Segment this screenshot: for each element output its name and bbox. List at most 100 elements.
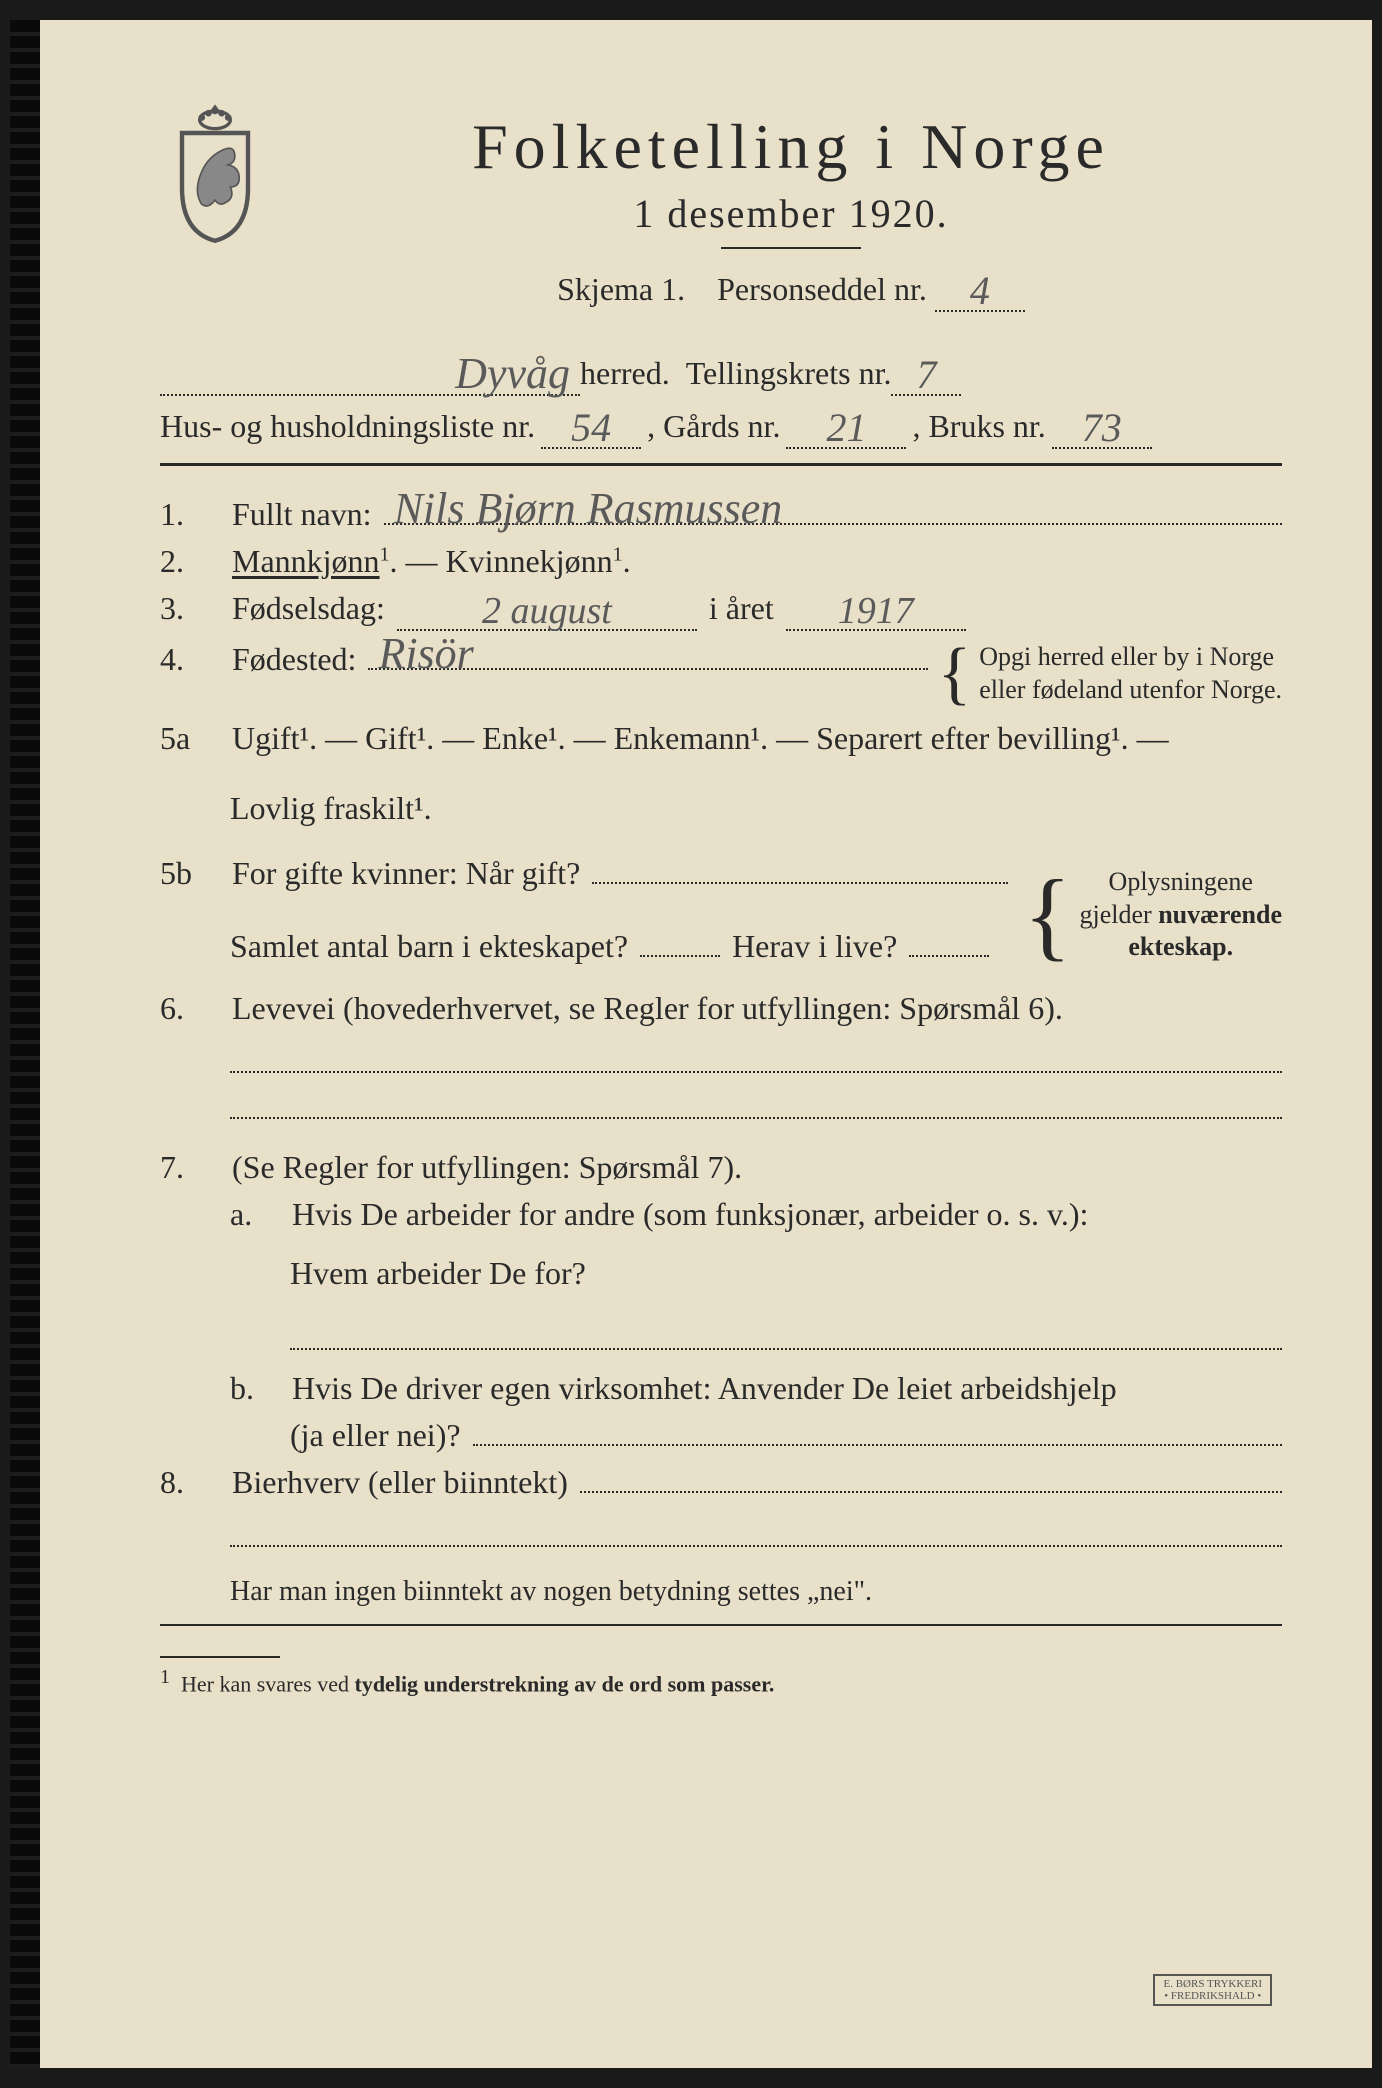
q5b-l2a-field (640, 953, 720, 957)
footnote-num: 1 (160, 1666, 170, 1688)
hus-nr: 54 (571, 410, 611, 446)
q1-value: Nils Bjørn Rasmussen (394, 489, 783, 529)
q6-field-2 (230, 1091, 1282, 1119)
q3-year: 1917 (838, 594, 914, 628)
q5b-note-1: Oplysningene (1080, 866, 1282, 899)
q6: 6. Levevei (hovederhvervet, se Regler fo… (160, 990, 1282, 1027)
census-form-page: Folketelling i Norge 1 desember 1920. Sk… (10, 20, 1372, 2068)
tellingskrets-field: 7 (891, 353, 961, 396)
q7a-l2: Hvem arbeider De for? (160, 1243, 1282, 1304)
gards-nr: 21 (826, 410, 866, 446)
q5a-options: Ugift¹. — Gift¹. — Enke¹. — Enkemann¹. —… (232, 706, 1169, 770)
footnote-rule (160, 1656, 280, 1658)
bruks-label: , Bruks nr. (912, 408, 1045, 445)
hus-line: Hus- og husholdningsliste nr. 54 , Gårds… (160, 406, 1282, 449)
skjema-line: Skjema 1. Personseddel nr. 4 (300, 269, 1282, 312)
coat-of-arms-icon (160, 100, 270, 248)
q7b-l2: (ja eller nei)? (290, 1417, 461, 1454)
q7: 7. (Se Regler for utfyllingen: Spørsmål … (160, 1149, 1282, 1186)
personseddel-nr: 4 (970, 273, 990, 309)
q5a-num: 5a (160, 706, 220, 770)
divider-1 (160, 463, 1282, 466)
q7b-l1: Hvis De driver egen virksomhet: Anvender… (292, 1370, 1117, 1407)
herred-name: Dyvåg (455, 354, 570, 394)
footnote: 1 Her kan svares ved tydelig understrekn… (160, 1666, 1282, 1697)
q2-num: 2. (160, 543, 220, 580)
subtitle: 1 desember 1920. (300, 190, 1282, 237)
title-divider (721, 247, 861, 249)
brace-icon: { (1024, 875, 1072, 955)
q7a-num: a. (230, 1196, 280, 1233)
personseddel-nr-field: 4 (935, 269, 1025, 312)
q6-text: Levevei (hovederhvervet, se Regler for u… (232, 990, 1063, 1027)
tellingskrets-nr: 7 (916, 357, 936, 393)
q5a-line2: Lovlig fraskilt¹. (160, 776, 1282, 840)
skjema-label: Skjema 1. (557, 271, 685, 307)
main-title: Folketelling i Norge (300, 110, 1282, 184)
q5b-note-text: Oplysningene gjelder nuværende ekteskap. (1080, 866, 1282, 964)
q6-field-1 (230, 1045, 1282, 1073)
herred-line: Dyvåg herred. Tellingskrets nr. 7 (160, 350, 1282, 396)
q3-day: 2 august (482, 594, 612, 628)
q7-intro: (Se Regler for utfyllingen: Spørsmål 7). (232, 1149, 742, 1186)
q3-year-field: 1917 (786, 590, 966, 631)
q7a-field (290, 1322, 1282, 1350)
q3-day-field: 2 august (397, 590, 697, 631)
bruks-nr-field: 73 (1052, 406, 1152, 449)
gards-label: , Gårds nr. (647, 408, 780, 445)
q5b: 5b For gifte kvinner: Når gift? Samlet a… (160, 840, 1282, 990)
q4: 4. Fødested: Risör { Opgi herred eller b… (160, 641, 1282, 706)
q8-num: 8. (160, 1464, 220, 1501)
gards-nr-field: 21 (786, 406, 906, 449)
tellingskrets-label: Tellingskrets nr. (686, 355, 892, 392)
q3-num: 3. (160, 590, 220, 627)
hus-label: Hus- og husholdningsliste nr. (160, 408, 535, 445)
q4-num: 4. (160, 641, 220, 678)
q6-num: 6. (160, 990, 220, 1027)
bruks-nr: 73 (1082, 410, 1122, 446)
brace-icon: { (938, 646, 972, 702)
q5b-l2a: Samlet antal barn i ekteskapet? (230, 913, 628, 980)
q1-field: Nils Bjørn Rasmussen (384, 521, 1282, 525)
personseddel-label: Personseddel nr. (717, 271, 927, 307)
title-block: Folketelling i Norge 1 desember 1920. Sk… (300, 110, 1282, 338)
hus-nr-field: 54 (541, 406, 641, 449)
q4-label: Fødested: (232, 641, 356, 678)
q5b-note-2: gjelder nuværende (1080, 899, 1282, 932)
q2-mann: Mannkjønn (232, 543, 380, 579)
q7b-num: b. (230, 1370, 280, 1407)
q3-iaret: i året (709, 590, 774, 627)
q8-label: Bierhverv (eller biinntekt) (232, 1464, 568, 1501)
printer-stamp: E. BØRS TRYKKERI • FREDRIKSHALD • (1153, 1974, 1272, 2006)
q7b-l2-row: (ja eller nei)? (160, 1417, 1282, 1454)
herred-label: herred. (580, 355, 670, 392)
q7b: b. Hvis De driver egen virksomhet: Anven… (160, 1370, 1282, 1407)
q5b-num: 5b (160, 840, 220, 907)
q7a-l1: Hvis De arbeider for andre (som funksjon… (292, 1196, 1088, 1233)
q8: 8. Bierhverv (eller biinntekt) (160, 1464, 1282, 1501)
q5b-note: { Oplysningene gjelder nuværende ekteska… (1024, 866, 1282, 964)
q2-sup1: 1 (380, 543, 390, 565)
q2-dot: . (623, 543, 631, 579)
stamp-l2: • FREDRIKSHALD • (1163, 1990, 1262, 2002)
q2-sup2: 1 (613, 543, 623, 565)
q2: 2. Mannkjønn1. — Kvinnekjønn1. (160, 543, 1282, 580)
q1-label: Fullt navn: (232, 496, 372, 533)
divider-bottom (160, 1624, 1282, 1626)
herred-field: Dyvåg (160, 350, 580, 396)
q4-note-2: eller fødeland utenfor Norge. (979, 674, 1282, 707)
q4-note: { Opgi herred eller by i Norge eller fød… (938, 641, 1282, 706)
q5b-l1-field (592, 880, 1007, 884)
q4-value: Risör (378, 634, 473, 674)
q5b-l2b-field (909, 953, 989, 957)
q3: 3. Fødselsdag: 2 august i året 1917 (160, 590, 1282, 631)
q2-kvinne: Kvinnekjønn (446, 543, 613, 579)
q4-note-text: Opgi herred eller by i Norge eller fødel… (979, 641, 1282, 706)
q2-text: Mannkjønn1. — Kvinnekjønn1. (232, 543, 631, 580)
q5b-l1a: For gifte kvinner: Når gift? (232, 840, 580, 907)
q2-dash: . — (390, 543, 438, 579)
q3-label: Fødselsdag: (232, 590, 385, 627)
q5a: 5a Ugift¹. — Gift¹. — Enke¹. — Enkemann¹… (160, 706, 1282, 840)
q7b-field (473, 1442, 1282, 1446)
q8-field-2 (230, 1519, 1282, 1547)
